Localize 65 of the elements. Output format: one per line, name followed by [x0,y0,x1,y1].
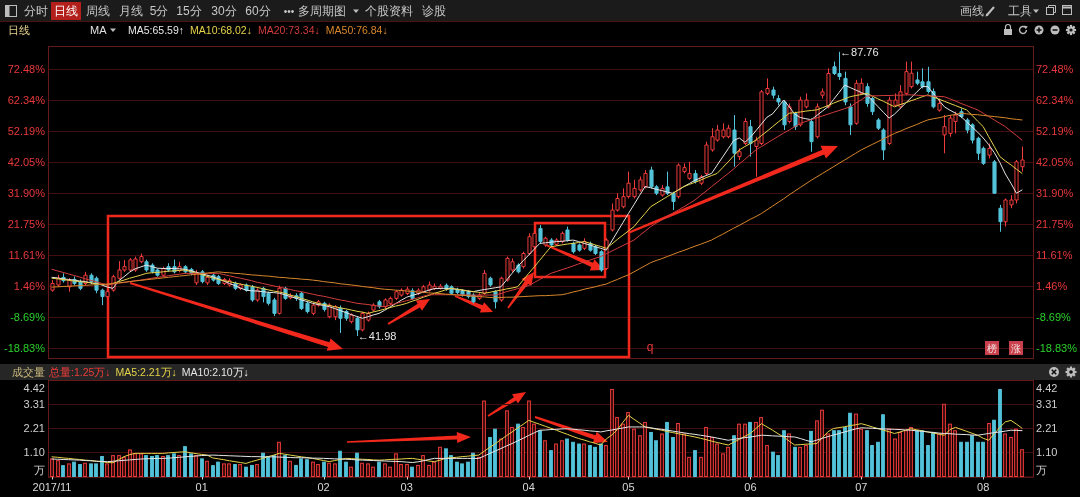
text: 画线 [960,4,984,18]
x-tick-label: 06 [744,481,757,493]
chart-title: 日线 [8,24,30,36]
candlestick [737,147,742,161]
x-tick-label: 08 [977,481,990,493]
text: 60分 [245,4,271,18]
text: MA [90,24,108,36]
y-tick-label: 42.05% [1036,155,1074,168]
candlestick [881,127,886,161]
text: 工具 [1008,4,1032,18]
text: 月线 [119,4,143,18]
candlestick [771,86,776,100]
y-tick-label: 万 [34,464,45,476]
candlestick [876,117,881,131]
text: MA5:65.59↑ [128,24,185,36]
text: 个股资料 [365,4,413,18]
text: MA10:2.10万↓ [181,366,249,378]
y-tick-label: 52.19% [1036,124,1074,137]
candlestick [743,117,748,146]
text: 5分 [149,4,169,18]
x-tick-label: 07 [855,481,868,493]
y-tick-label: -8.69% [1036,310,1072,323]
text: 周线 [86,4,110,18]
x-tick-label: 2017/11 [32,481,72,493]
candlestick [782,99,787,131]
x-tick-label: 04 [522,481,535,493]
y-tick-label: 21.75% [1036,217,1074,230]
candlestick [992,159,997,194]
text: 多周期图 [298,4,346,18]
candlestick [748,119,753,158]
y-tick-label: 1.10 [23,446,45,459]
x-tick-label: 02 [317,481,330,493]
text: ••• [283,5,295,17]
text: MA10:68.02↓ [190,24,252,36]
chart-title: 成交量 [12,366,45,378]
x-tick-label: 01 [195,481,208,493]
text: MA20:73.34↓ [257,24,320,36]
x-tick-label: 03 [400,481,413,493]
text: 总量:1.25万↓ [48,366,111,378]
y-tick-label: 31.90% [1036,186,1074,199]
candlestick [987,142,992,159]
annotation: q [646,340,654,354]
text: 15分 [176,4,202,18]
y-tick-label: 4.42 [23,381,45,394]
annotation: ←87.76 [840,45,879,58]
x-tick-label: 05 [622,481,635,493]
candlestick [998,204,1003,233]
text: 分时 [23,4,48,18]
y-tick-label: -18.83% [1036,341,1078,354]
text: MA50:76.84↓ [325,24,388,36]
candlestick [776,94,781,106]
y-tick-label: 1.46% [1036,279,1068,292]
y-tick-label: 2.21 [23,422,45,435]
text: 30分 [211,4,237,18]
text: MA5:2.21万↓ [115,366,177,378]
candlestick [671,191,676,211]
candlestick [732,114,737,168]
candlestick [809,117,814,153]
candlestick [848,102,853,136]
y-tick-label: 72.48% [1036,62,1074,75]
y-tick-label: 3.31 [23,398,45,411]
text: 诊股 [422,4,446,18]
y-tick-label: 62.34% [1036,93,1074,106]
y-tick-label: 11.61% [1036,248,1073,261]
candlestick [687,161,692,181]
